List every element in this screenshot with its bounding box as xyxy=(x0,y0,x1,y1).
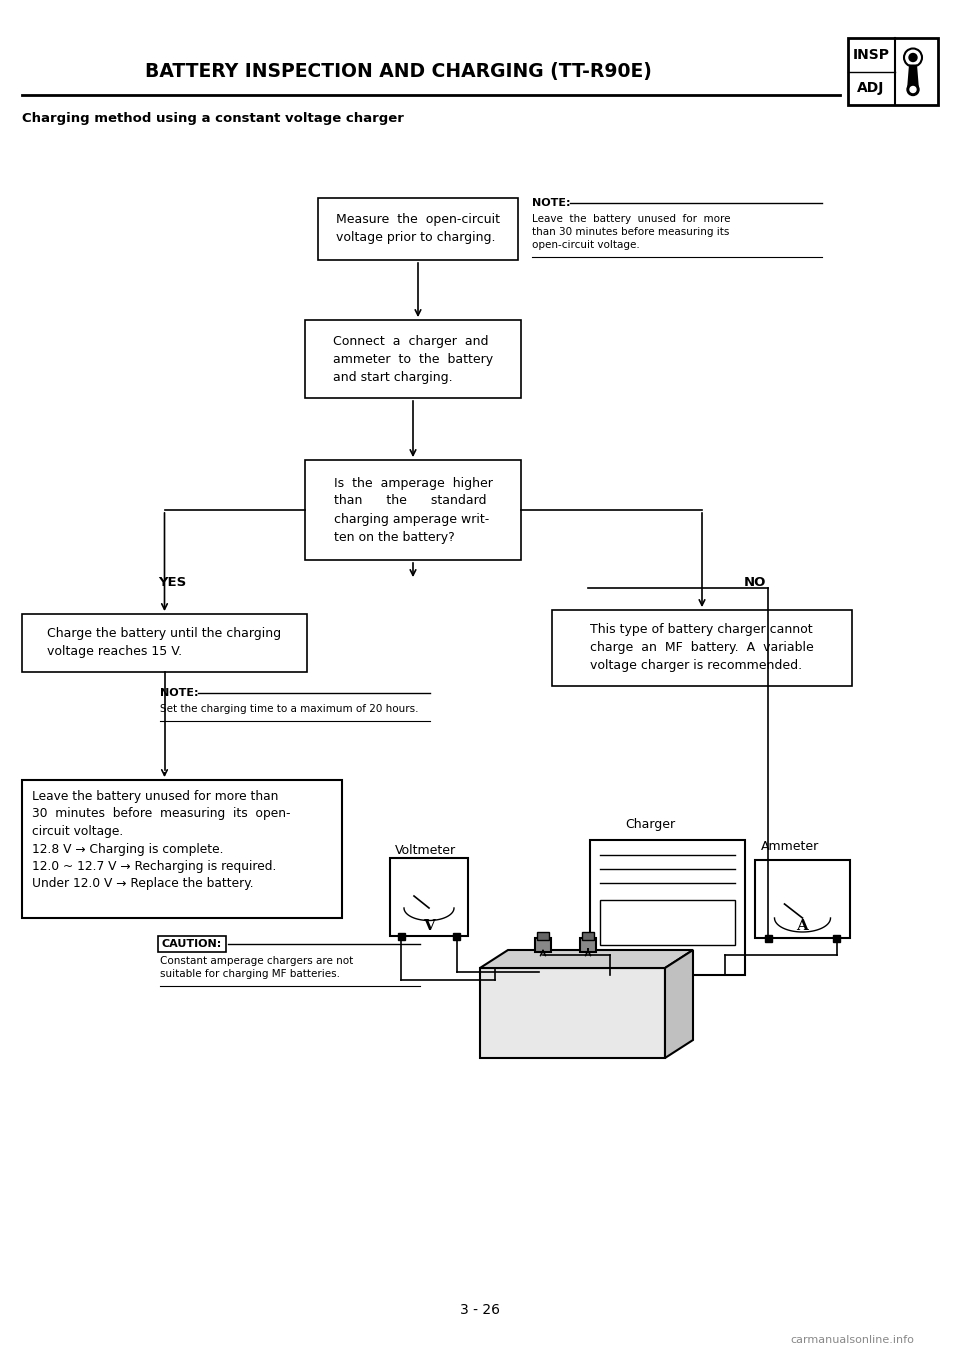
Text: Charge the battery until the charging
voltage reaches 15 V.: Charge the battery until the charging vo… xyxy=(47,627,281,659)
Bar xyxy=(305,460,521,559)
Bar xyxy=(453,933,460,940)
Text: Ammeter: Ammeter xyxy=(761,841,819,853)
Bar xyxy=(318,198,518,259)
Bar xyxy=(590,841,745,975)
Text: ADJ: ADJ xyxy=(857,81,885,95)
Bar xyxy=(765,936,772,942)
Text: Set the charging time to a maximum of 20 hours.: Set the charging time to a maximum of 20… xyxy=(160,703,419,714)
Text: This type of battery charger cannot
charge  an  MF  battery.  A  variable
voltag: This type of battery charger cannot char… xyxy=(590,623,814,672)
Bar xyxy=(480,968,665,1058)
Polygon shape xyxy=(665,951,693,1058)
Text: CAUTION:: CAUTION: xyxy=(162,938,222,949)
Bar xyxy=(848,38,938,105)
Bar xyxy=(535,938,551,952)
Text: BATTERY INSPECTION AND CHARGING (TT-R90E): BATTERY INSPECTION AND CHARGING (TT-R90E… xyxy=(145,62,652,81)
Text: YES: YES xyxy=(157,576,186,588)
Bar xyxy=(600,900,735,945)
Polygon shape xyxy=(907,64,919,90)
Text: Voltmeter: Voltmeter xyxy=(395,845,456,857)
Circle shape xyxy=(907,83,919,95)
Text: NOTE:: NOTE: xyxy=(160,689,199,698)
Polygon shape xyxy=(480,951,693,968)
Text: Leave the battery unused for more than
30  minutes  before  measuring  its  open: Leave the battery unused for more than 3… xyxy=(32,790,291,891)
Bar xyxy=(158,936,226,952)
Text: INSP: INSP xyxy=(852,48,890,61)
Circle shape xyxy=(909,53,917,61)
Bar xyxy=(398,933,405,940)
Text: 3 - 26: 3 - 26 xyxy=(460,1302,500,1317)
Bar xyxy=(755,860,850,938)
Bar xyxy=(22,779,342,918)
Text: carmanualsonline.info: carmanualsonline.info xyxy=(790,1335,914,1344)
Text: A: A xyxy=(797,919,808,933)
Bar xyxy=(305,320,521,398)
Text: Charging method using a constant voltage charger: Charging method using a constant voltage… xyxy=(22,111,404,125)
Bar xyxy=(552,610,852,686)
Bar xyxy=(833,936,840,942)
Bar xyxy=(22,614,307,672)
Text: Leave  the  battery  unused  for  more
than 30 minutes before measuring its
open: Leave the battery unused for more than 3… xyxy=(532,215,731,250)
Text: Connect  a  charger  and
ammeter  to  the  battery
and start charging.: Connect a charger and ammeter to the bat… xyxy=(333,334,493,383)
Bar xyxy=(390,858,468,936)
Text: Charger: Charger xyxy=(625,818,675,831)
Text: Is  the  amperage  higher
than      the      standard
charging amperage writ-
te: Is the amperage higher than the standard… xyxy=(333,477,492,543)
Bar xyxy=(582,932,594,940)
Text: V: V xyxy=(423,919,435,933)
Text: Measure  the  open-circuit
voltage prior to charging.: Measure the open-circuit voltage prior t… xyxy=(336,213,500,244)
Bar xyxy=(537,932,549,940)
Text: Constant amperage chargers are not
suitable for charging MF batteries.: Constant amperage chargers are not suita… xyxy=(160,956,353,979)
Text: NOTE:: NOTE: xyxy=(532,198,570,208)
Bar xyxy=(580,938,596,952)
Circle shape xyxy=(910,87,916,92)
Text: NO: NO xyxy=(744,576,766,588)
